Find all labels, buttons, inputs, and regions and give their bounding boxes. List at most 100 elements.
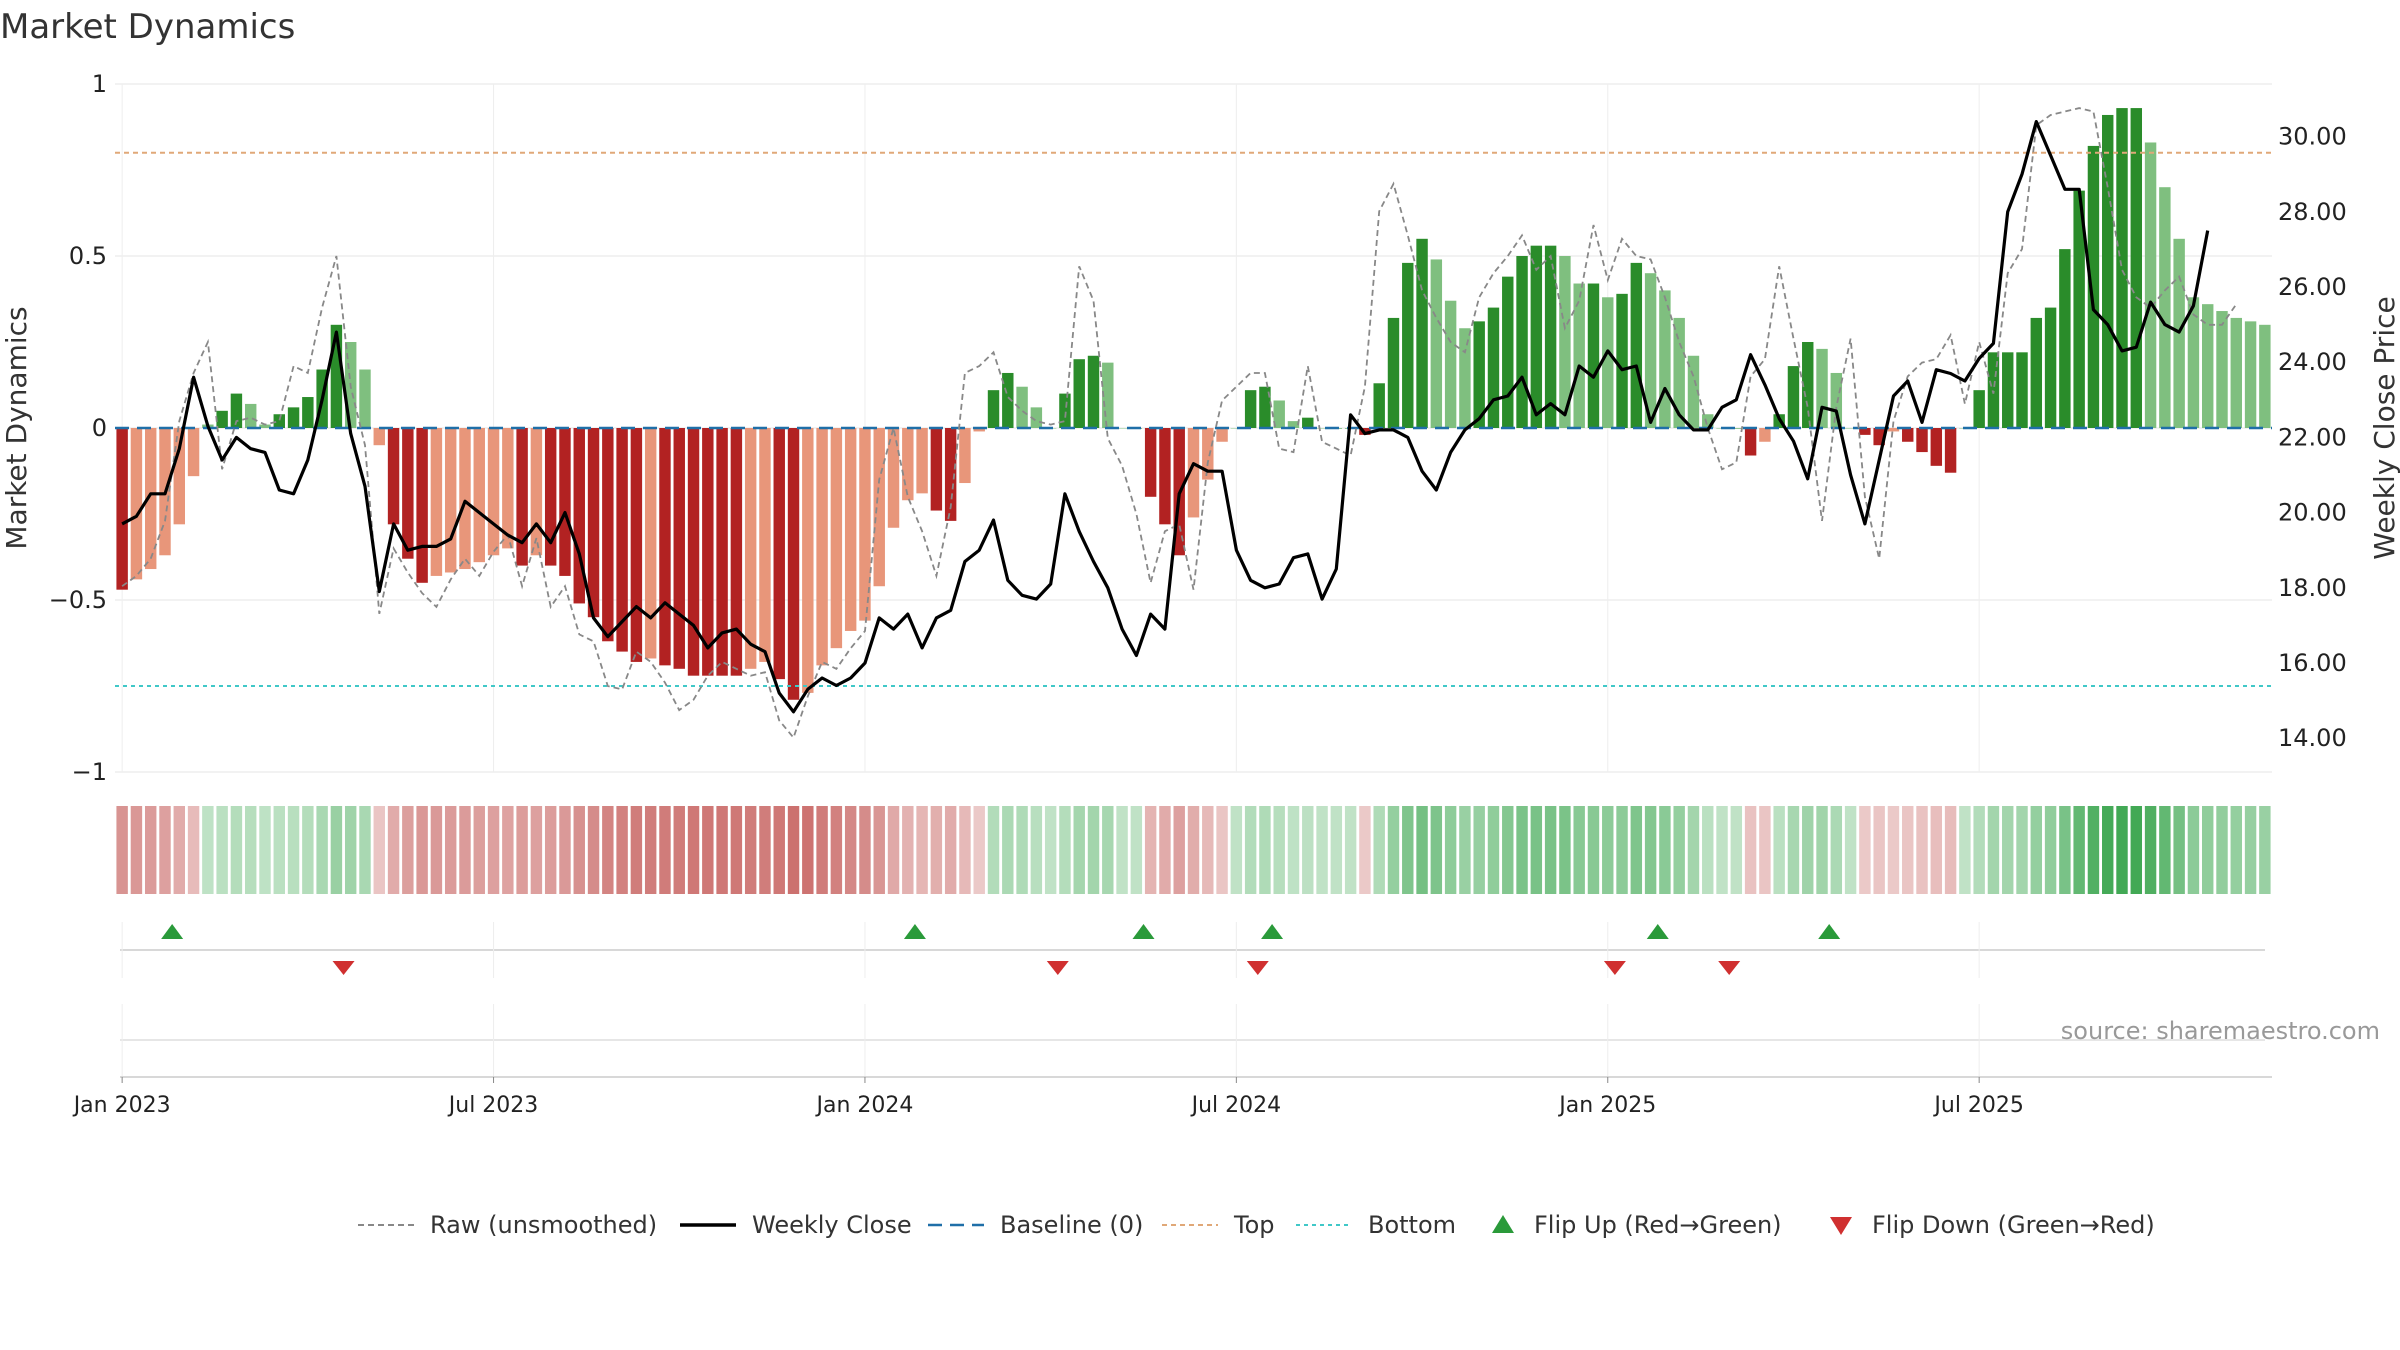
strip-cell-week-97 xyxy=(1487,806,1500,894)
bar-week-13 xyxy=(287,407,300,428)
strip-cell-week-56 xyxy=(902,806,914,894)
strip-cell-week-58 xyxy=(930,806,943,894)
bar-week-42 xyxy=(702,428,714,676)
right-tick-label-4: 22.00 xyxy=(2278,423,2347,451)
bar-week-151 xyxy=(2259,324,2271,428)
strip-cell-week-134 xyxy=(2016,806,2028,894)
bar-week-2 xyxy=(130,428,143,580)
strip-cell-week-21 xyxy=(402,806,414,894)
strip-cell-week-136 xyxy=(2044,806,2057,894)
legend-label: Flip Down (Green→Red) xyxy=(1872,1211,2155,1239)
flip-down-marker-3 xyxy=(1603,961,1626,975)
bar-week-95 xyxy=(1459,328,1471,428)
bar-week-131 xyxy=(1973,390,1985,428)
bar-week-140 xyxy=(2102,114,2114,429)
legend-item-4: Bottom xyxy=(1296,1211,1456,1239)
bar-week-128 xyxy=(1930,428,1943,466)
strip-cell-week-78 xyxy=(1216,806,1228,894)
chart-title: Market Dynamics xyxy=(0,7,295,47)
bar-week-98 xyxy=(1502,276,1514,428)
bar-week-85 xyxy=(1316,428,1328,429)
legend-item-0: Raw (unsmoothed) xyxy=(358,1211,657,1239)
bar-week-122 xyxy=(1844,428,1857,429)
strip-cell-week-99 xyxy=(1516,806,1528,894)
left-axis-title: Market Dynamics xyxy=(0,306,33,549)
source-label: source: sharemaestro.com xyxy=(2061,1017,2380,1045)
strip-cell-week-117 xyxy=(1773,806,1785,894)
bottom-panel-grid xyxy=(120,1004,2272,1078)
bar-week-56 xyxy=(902,428,914,501)
flip-markers xyxy=(161,924,1841,975)
bar-week-120 xyxy=(1816,348,1828,428)
bar-week-142 xyxy=(2130,108,2143,428)
bar-week-146 xyxy=(2187,297,2200,428)
bar-week-126 xyxy=(1902,428,1914,442)
bar-week-82 xyxy=(1273,400,1285,428)
strip-cell-week-66 xyxy=(1044,806,1057,894)
strip-cell-week-145 xyxy=(2173,806,2185,894)
strip-cell-week-37 xyxy=(630,806,643,894)
legend-label: Bottom xyxy=(1368,1211,1456,1239)
left-tick-label-1: 0.5 xyxy=(69,242,107,270)
strip-cell-week-27 xyxy=(487,806,500,894)
bar-week-100 xyxy=(1530,245,1543,428)
bar-week-48 xyxy=(787,428,800,700)
bar-week-19 xyxy=(373,428,385,446)
strip-cell-week-69 xyxy=(1087,806,1100,894)
bar-week-70 xyxy=(1102,362,1114,428)
bar-week-123 xyxy=(1859,428,1871,435)
strip-cell-week-6 xyxy=(187,806,200,894)
right-tick-label-8: 30.00 xyxy=(2278,123,2347,151)
bar-week-54 xyxy=(873,428,885,587)
strip-cell-week-73 xyxy=(1144,806,1157,894)
strip-cell-week-108 xyxy=(1644,806,1657,894)
bar-week-29 xyxy=(516,428,528,566)
strip-cell-week-4 xyxy=(159,806,171,894)
bar-week-12 xyxy=(273,414,285,428)
bar-week-116 xyxy=(1759,428,1771,442)
bar-week-148 xyxy=(2216,311,2228,428)
strip-cell-week-79 xyxy=(1230,806,1243,894)
bar-week-69 xyxy=(1087,355,1100,428)
flip-up-marker-5 xyxy=(1818,924,1841,939)
bar-week-23 xyxy=(430,428,443,576)
bar-week-3 xyxy=(144,428,157,570)
strip-cell-week-25 xyxy=(459,806,471,894)
strip-cell-week-48 xyxy=(787,806,800,894)
bar-week-91 xyxy=(1402,262,1414,428)
strip-cell-week-11 xyxy=(259,806,271,894)
strip-cell-week-38 xyxy=(644,806,657,894)
strip-cell-week-75 xyxy=(1173,806,1185,894)
strip-cell-week-93 xyxy=(1430,806,1443,894)
bar-week-74 xyxy=(1159,428,1171,525)
weekly-close-line xyxy=(121,120,2210,714)
bar-week-127 xyxy=(1916,428,1928,453)
bar-week-92 xyxy=(1416,238,1428,428)
bar-week-60 xyxy=(959,428,971,484)
bar-week-103 xyxy=(1573,283,1585,428)
bar-week-37 xyxy=(630,428,643,662)
strip-cell-week-19 xyxy=(373,806,385,894)
bar-week-96 xyxy=(1473,321,1485,428)
bar-week-25 xyxy=(459,428,471,570)
bar-week-65 xyxy=(1030,407,1043,428)
bar-week-118 xyxy=(1787,366,1800,428)
x-axis-ticks: Jan 2023 Jul 2023 Jan 2024 Jul 2024 Jan 2025… xyxy=(72,1077,2024,1118)
bar-week-111 xyxy=(1687,355,1700,428)
legend-item-3: Top xyxy=(1162,1211,1275,1239)
bar-week-6 xyxy=(187,428,200,477)
strip-cell-week-91 xyxy=(1402,806,1414,894)
bar-week-26 xyxy=(473,428,485,563)
bar-week-10 xyxy=(244,403,257,428)
bottom-panel: source: sharemaestro.com Jan 2023 Jul 202… xyxy=(72,1004,2380,1118)
legend-item-6: Flip Down (Green→Red) xyxy=(1830,1211,2155,1239)
strip-cell-week-76 xyxy=(1187,806,1200,894)
main-plot: 1 0.5 0 −0.5 −1 14.00 16.00 18.00 20.00 22.00 24.… xyxy=(0,70,2400,786)
bar-week-1 xyxy=(116,428,128,590)
bar-week-8 xyxy=(216,410,228,428)
bar-week-84 xyxy=(1302,417,1314,428)
strip-cell-week-135 xyxy=(2030,806,2043,894)
strip-cell-week-10 xyxy=(244,806,257,894)
bar-week-102 xyxy=(1559,256,1571,428)
right-axis-ticks: 14.00 16.00 18.00 20.00 22.00 24.00 26.00 28.00… xyxy=(2278,123,2347,753)
